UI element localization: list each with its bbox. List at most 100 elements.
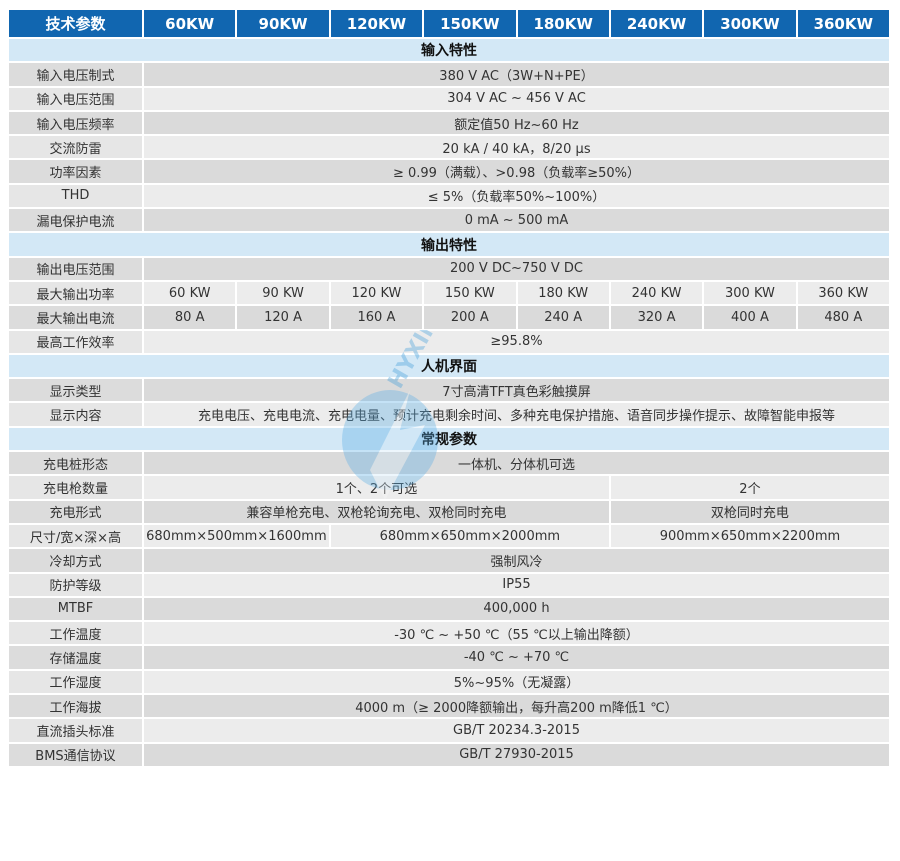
row-label: 充电枪数量: [7, 474, 144, 501]
header-power-8: 360KW: [795, 8, 892, 39]
row-label: 最大输出电流: [7, 304, 144, 331]
row-label: 工作温度: [7, 620, 144, 647]
table-row: 交流防雷 20 kA / 40 kA，8/20 μs: [7, 134, 891, 161]
section-header: 人机界面: [7, 352, 891, 380]
row-label: 工作湿度: [7, 668, 144, 696]
header-power-4: 150KW: [422, 8, 518, 39]
header-power-2: 90KW: [235, 8, 331, 39]
row-value: 90 KW: [235, 279, 331, 307]
table-row: 工作温度 -30 ℃ ~ +50 ℃（55 ℃以上输出降额）: [7, 620, 891, 647]
table-row: 工作海拔 4000 m（≥ 2000降额输出，每升高200 m降低1 ℃）: [7, 693, 891, 720]
row-label: 输入电压制式: [7, 61, 144, 88]
row-value: 200 V DC~750 V DC: [142, 255, 891, 282]
row-label: 显示类型: [7, 377, 144, 404]
row-value: ≥ 0.99（满载）、>0.98（负载率≥50%）: [142, 158, 891, 185]
row-value: 480 A: [795, 304, 892, 331]
table-row: 最大输出功率 60 KW 90 KW 120 KW 150 KW 180 KW 240 KW…: [7, 279, 892, 307]
row-label: 直流插头标准: [7, 717, 144, 744]
row-value: 120 A: [235, 304, 331, 331]
table-row: 输入电压频率 额定值50 Hz~60 Hz: [7, 109, 891, 137]
table-row: 功率因素 ≥ 0.99（满载）、>0.98（负载率≥50%）: [7, 158, 891, 185]
row-value: GB/T 27930-2015: [142, 741, 891, 768]
row-value: 300 KW: [702, 279, 798, 307]
row-value: 双枪同时充电: [608, 498, 892, 525]
row-value: -40 ℃ ~ +70 ℃: [142, 644, 891, 671]
row-value: 0 mA ~ 500 mA: [142, 207, 891, 234]
row-label: 最高工作效率: [7, 328, 144, 355]
row-label: 存储温度: [7, 644, 144, 671]
row-label: 冷却方式: [7, 547, 144, 574]
row-value: 900mm×650mm×2200mm: [608, 522, 892, 550]
table-row: 输出电压范围 200 V DC~750 V DC: [7, 255, 891, 282]
row-value: 680mm×500mm×1600mm: [142, 522, 331, 550]
row-label: 充电桩形态: [7, 450, 144, 477]
row-label: 漏电保护电流: [7, 207, 144, 234]
row-value: 240 KW: [608, 279, 705, 307]
table-row: BMS通信协议 GB/T 27930-2015: [7, 741, 891, 768]
table-row: 显示类型 7寸高清TFT真色彩触摸屏: [7, 377, 891, 404]
row-value: 强制风冷: [142, 547, 891, 574]
row-value: 7寸高清TFT真色彩触摸屏: [142, 377, 891, 404]
row-value: 120 KW: [328, 279, 425, 307]
row-value: 充电电压、充电电流、充电电量、预计充电剩余时间、多种充电保护措施、语音同步操作提…: [142, 401, 891, 428]
table-row: 输入电压制式 380 V AC（3W+N+PE）: [7, 61, 891, 88]
row-label: 输出电压范围: [7, 255, 144, 282]
row-value: 400,000 h: [142, 595, 891, 623]
row-value: 150 KW: [422, 279, 518, 307]
table-row: 工作湿度 5%~95%（无凝露）: [7, 668, 891, 696]
section-title: 人机界面: [7, 352, 891, 380]
row-value: 额定值50 Hz~60 Hz: [142, 109, 891, 137]
header-power-7: 300KW: [702, 8, 798, 39]
table-row: THD ≤ 5%（负载率50%~100%）: [7, 182, 891, 210]
row-label: MTBF: [7, 595, 144, 623]
table-row: 冷却方式 强制风冷: [7, 547, 891, 574]
row-value: 4000 m（≥ 2000降额输出，每升高200 m降低1 ℃）: [142, 693, 891, 720]
header-power-6: 240KW: [608, 8, 705, 39]
row-label: THD: [7, 182, 144, 210]
row-value: 680mm×650mm×2000mm: [328, 522, 611, 550]
table-row: 充电桩形态 一体机、分体机可选: [7, 450, 891, 477]
row-value: 5%~95%（无凝露）: [142, 668, 891, 696]
row-value: 400 A: [702, 304, 798, 331]
row-value: 360 KW: [795, 279, 892, 307]
row-value: IP55: [142, 571, 891, 598]
row-value: 160 A: [328, 304, 425, 331]
header-power-5: 180KW: [515, 8, 611, 39]
row-label: BMS通信协议: [7, 741, 144, 768]
row-value: 180 KW: [515, 279, 611, 307]
table-row: 防护等级 IP55: [7, 571, 891, 598]
row-value: 60 KW: [141, 279, 238, 307]
table-row: 充电形式 兼容单枪充电、双枪轮询充电、双枪同时充电 双枪同时充电: [7, 498, 892, 525]
section-header: 常规参数: [7, 425, 891, 453]
row-value: 一体机、分体机可选: [142, 450, 891, 477]
table-row: 最高工作效率 ≥95.8%: [7, 328, 891, 355]
header-row: 技术参数 60KW 90KW 120KW 150KW 180KW 240KW 300KW 360…: [7, 8, 892, 39]
spec-table: 技术参数 60KW 90KW 120KW 150KW 180KW 240KW 300KW 360…: [7, 8, 892, 768]
row-value: ≥95.8%: [142, 328, 891, 355]
table-row: 显示内容 充电电压、充电电流、充电电量、预计充电剩余时间、多种充电保护措施、语音同…: [7, 401, 891, 428]
table-row: 尺寸/宽×深×高 680mm×500mm×1600mm 680mm×650mm×20…: [7, 522, 892, 550]
row-label: 充电形式: [7, 498, 144, 525]
row-value: 20 kA / 40 kA，8/20 μs: [142, 134, 891, 161]
table-row: 漏电保护电流 0 mA ~ 500 mA: [7, 207, 891, 234]
header-param: 技术参数: [7, 8, 144, 39]
row-label: 功率因素: [7, 158, 144, 185]
row-value: 1个、2个可选: [142, 474, 611, 501]
row-label: 交流防雷: [7, 134, 144, 161]
table-row: 输入电压范围 304 V AC ~ 456 V AC: [7, 85, 891, 112]
row-value: 320 A: [608, 304, 705, 331]
row-value: 80 A: [141, 304, 238, 331]
table-row: 充电枪数量 1个、2个可选 2个: [7, 474, 892, 501]
table-row: 存储温度 -40 ℃ ~ +70 ℃: [7, 644, 891, 671]
section-title: 输出特性: [7, 231, 891, 258]
section-header: 输出特性: [7, 231, 891, 258]
row-label: 防护等级: [7, 571, 144, 598]
row-value: 200 A: [422, 304, 518, 331]
row-value: GB/T 20234.3-2015: [142, 717, 891, 744]
table-row: 直流插头标准 GB/T 20234.3-2015: [7, 717, 891, 744]
row-value: 304 V AC ~ 456 V AC: [142, 85, 891, 112]
table-row: MTBF 400,000 h: [7, 595, 891, 623]
row-label: 显示内容: [7, 401, 144, 428]
row-value: -30 ℃ ~ +50 ℃（55 ℃以上输出降额）: [142, 620, 891, 647]
row-label: 尺寸/宽×深×高: [7, 522, 144, 550]
